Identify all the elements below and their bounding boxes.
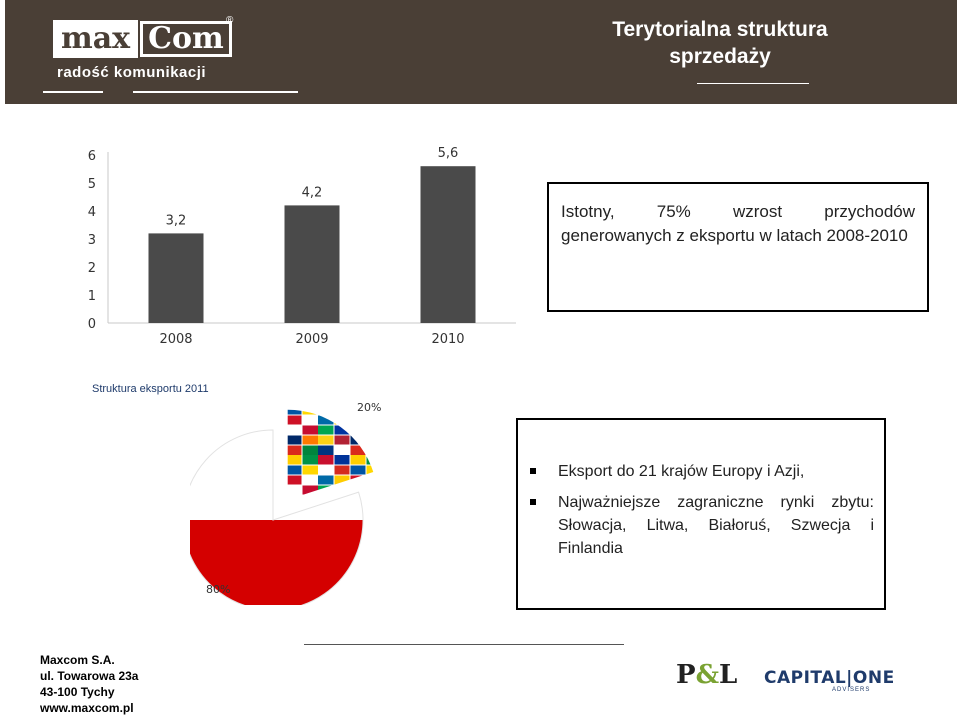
pl-logo-p: P <box>676 660 696 690</box>
contact-block: Maxcom S.A. ul. Towarowa 23a 43-100 Tych… <box>40 652 138 716</box>
list-item: Najważniejsze zagraniczne rynki zbytu: S… <box>530 491 874 560</box>
bar-2009 <box>284 205 340 323</box>
y-tick-label: 0 <box>88 317 96 332</box>
y-tick-label: 1 <box>88 289 96 304</box>
bullet-icon <box>530 499 536 505</box>
maxcom-logo: max Com <box>53 20 232 58</box>
export-info-box: Eksport do 21 krajów Europy i Azji, Najw… <box>516 418 886 610</box>
website-link[interactable]: www.maxcom.pl <box>40 701 134 715</box>
page-title: Terytorialna struktura sprzedaży <box>612 18 828 68</box>
y-tick-label: 6 <box>88 149 96 164</box>
capital-one-subtitle: ADVISERS <box>832 687 871 693</box>
logo-underline <box>43 91 103 93</box>
bar-value-label: 4,2 <box>302 185 323 200</box>
bullet-text: Eksport do 21 krajów Europy i Azji, <box>558 463 805 480</box>
registered-mark: ® <box>226 15 234 26</box>
bullet-text: Najważniejsze zagraniczne rynki zbytu: S… <box>558 494 874 557</box>
pie-label-80: 80% <box>206 583 230 596</box>
pl-logo-l: L <box>719 660 738 690</box>
logo-tagline: radość komunikacji <box>57 64 207 81</box>
bar-value-label: 3,2 <box>166 213 187 228</box>
city-address: 43-100 Tychy <box>40 685 115 699</box>
header-bar: max Com ® radość komunikacji Terytorialn… <box>5 0 957 104</box>
footer-divider <box>304 644 624 645</box>
company-name: Maxcom S.A. <box>40 653 115 667</box>
pie-slice-foreign <box>287 409 374 495</box>
title-underline <box>697 83 809 84</box>
logo-com-text: Com <box>140 21 232 57</box>
pl-partner-logo: P&L <box>676 660 737 690</box>
capital-one-logo: CAPITAL|ONE <box>764 668 895 688</box>
logo-underline <box>133 91 298 93</box>
logo-max-text: max <box>53 20 139 58</box>
pl-logo-amp: & <box>695 660 720 690</box>
x-tick-label: 2009 <box>295 332 328 347</box>
y-tick-label: 5 <box>88 177 96 192</box>
bar-value-label: 5,6 <box>438 146 459 161</box>
x-tick-label: 2008 <box>159 332 192 347</box>
pie-label-20: 20% <box>357 401 381 414</box>
y-tick-label: 3 <box>88 233 96 248</box>
growth-callout-text: Istotny, 75% wzrost przychodów generowan… <box>561 202 915 245</box>
x-tick-label: 2010 <box>431 332 464 347</box>
bar-2008 <box>148 233 204 323</box>
pie-chart-title: Struktura eksportu 2011 <box>92 383 209 395</box>
growth-callout-box: Istotny, 75% wzrost przychodów generowan… <box>547 182 929 312</box>
bullet-icon <box>530 468 536 474</box>
list-item: Eksport do 21 krajów Europy i Azji, <box>530 460 874 483</box>
street-address: ul. Towarowa 23a <box>40 669 139 683</box>
y-tick-label: 2 <box>88 261 96 276</box>
bar-2010 <box>420 166 476 323</box>
export-revenue-bar-chart: 0 1 2 3 4 5 6 3,2 2008 4,2 2009 5,6 2010 <box>88 146 516 347</box>
y-tick-label: 4 <box>88 205 96 220</box>
export-structure-pie-chart: 80% 20% <box>190 401 381 605</box>
pie-slice-outline <box>190 429 364 605</box>
